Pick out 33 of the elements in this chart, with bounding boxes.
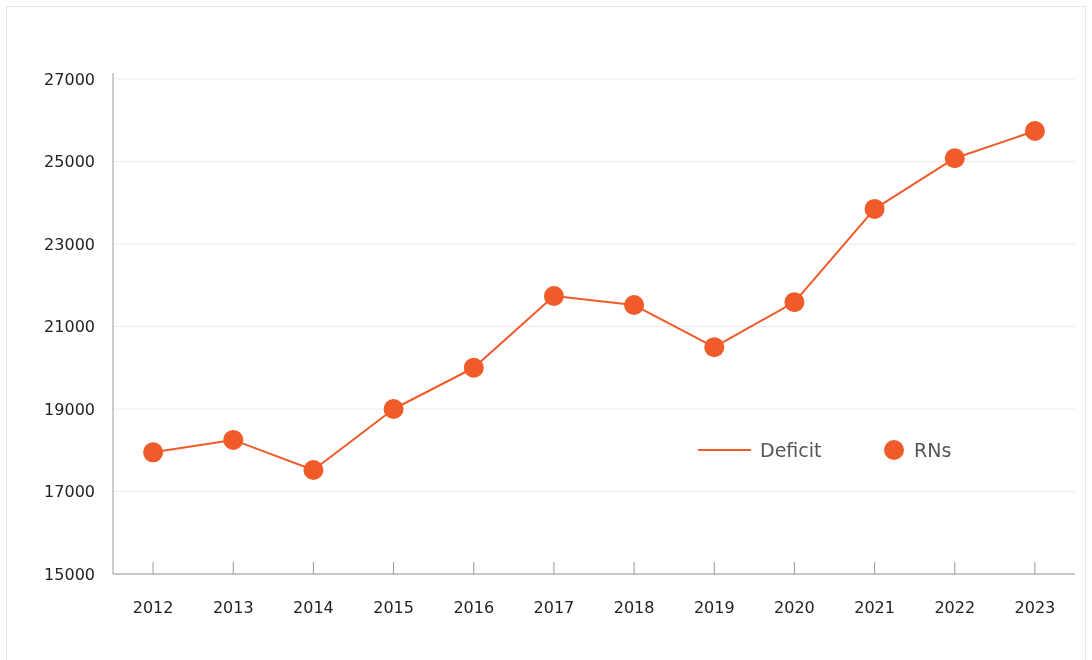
- legend-label: RNs: [914, 438, 952, 461]
- x-tick-label: 2018: [613, 598, 655, 617]
- point: [1024, 120, 1045, 141]
- y-tick-label: 23000: [44, 234, 95, 254]
- point: [704, 337, 725, 358]
- y-tick-label: 17000: [44, 482, 95, 502]
- y-tick-label: 15000: [44, 564, 95, 584]
- y-tick-label: 27000: [44, 69, 95, 89]
- point: [624, 295, 645, 316]
- x-tick-label: 2023: [1014, 598, 1056, 617]
- x-tick-label: 2016: [453, 598, 495, 617]
- x-tick-label: 2017: [533, 598, 575, 617]
- point: [383, 399, 404, 419]
- x-tick-label: 2020: [774, 598, 815, 617]
- point: [543, 285, 564, 306]
- point: [944, 148, 965, 169]
- y-tick-label: 21000: [44, 317, 95, 337]
- point: [463, 357, 484, 378]
- point: [303, 460, 324, 481]
- x-tick-label: 2014: [293, 598, 334, 617]
- x-tick-label: 2021: [854, 598, 895, 617]
- x-tick-label: 2015: [373, 598, 414, 617]
- legend-label: Deficit: [760, 438, 822, 461]
- point: [864, 198, 885, 219]
- point: [784, 292, 805, 313]
- point: [143, 442, 164, 463]
- x-tick-label: 2013: [212, 598, 254, 617]
- x-tick-label: 2012: [132, 598, 174, 617]
- x-tick-label: 2022: [934, 598, 976, 617]
- point: [223, 429, 244, 450]
- y-tick-label: 19000: [44, 399, 95, 419]
- x-tick-label: 2019: [693, 598, 735, 617]
- y-tick-label: 25000: [44, 152, 95, 172]
